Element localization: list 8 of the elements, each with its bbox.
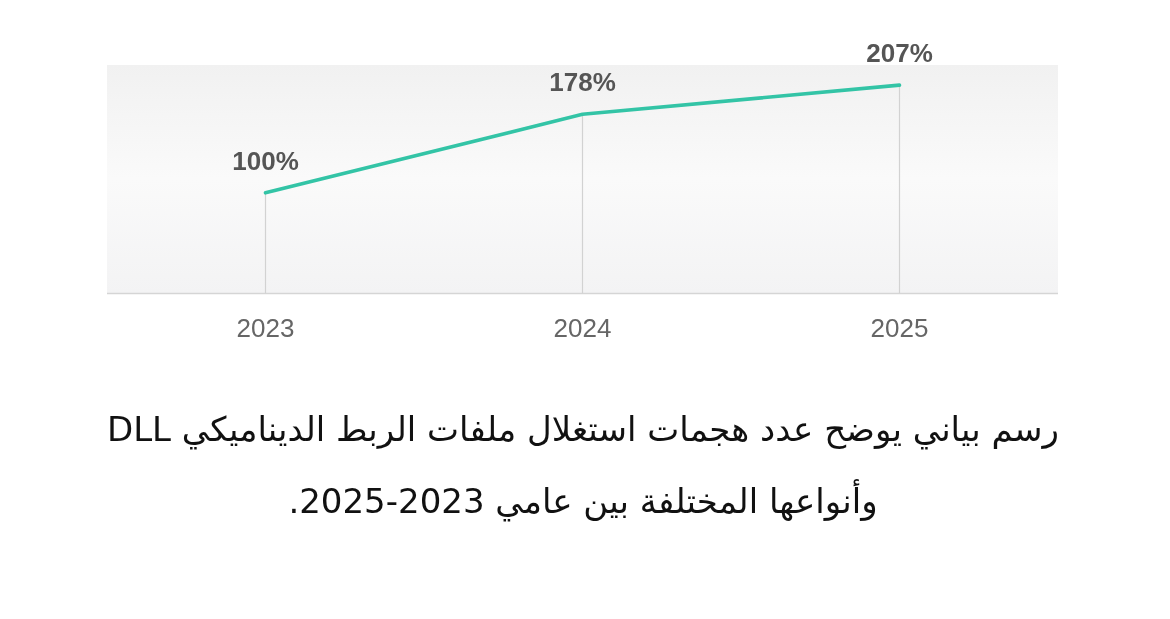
text: رسم بياني يوضح عدد هجمات استغلال ملفات الربط الديناميكي DLL: [106, 409, 1060, 450]
x-tick-label: 2024: [553, 313, 612, 343]
data-label: 207%: [866, 38, 933, 69]
data-label: 178%: [549, 67, 616, 98]
x-tick-label: 2023: [236, 313, 295, 343]
x-tick-label: 2025: [870, 313, 929, 343]
data-label: 100%: [232, 145, 299, 176]
text: وأنواعها المختلفة بين عامي 2023‐2025.: [288, 479, 878, 522]
